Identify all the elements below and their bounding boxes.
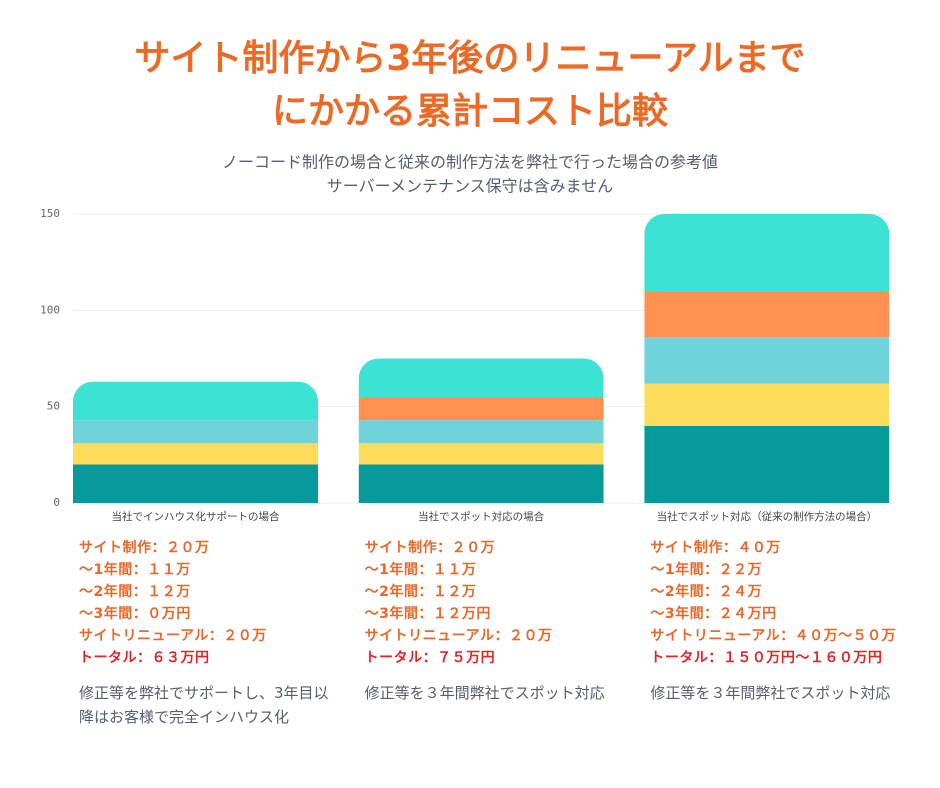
bar [358, 358, 604, 503]
cost-breakdown: サイト制作：４０万 ～1年間：２２万 ～2年間：２４万 ～3年間：２４万円サイトリニュ… [650, 537, 925, 705]
cost-breakdown: サイト制作：２０万 ～1年間：１１万 ～2年間：１２万 ～3年間：０万円サイトリニュー… [79, 537, 354, 729]
chart-subtitle: ノーコード制作の場合と従来の制作方法を弊社で行った場合の参考値 [222, 153, 718, 172]
cost-line: ～3年間：１２万円 [364, 606, 491, 622]
cost-note: 修正等を弊社でサポートし、3年目以降はお客様で完全インハウス化 [79, 684, 329, 726]
chart-title: にかかる累計コスト比較 [272, 91, 669, 132]
cost-line: サイトリニューアル：２０万 [79, 628, 267, 644]
x-tick-label: 当社でスポット対応（従来の制作方法の場合） [657, 510, 878, 523]
chart-subtitle: サーバーメンテナンス保守は含みません [327, 177, 613, 196]
bar-segment [73, 443, 318, 465]
cost-breakdown: サイト制作：２０万 ～1年間：１１万 ～2年間：１２万 ～3年間：１２万円サイトリニュ… [365, 537, 640, 705]
cost-line: サイトリニューアル：４０万～５０万 [650, 628, 897, 644]
cost-line: サイトリニューアル：２０万 [364, 628, 553, 644]
bar-segment [644, 214, 890, 292]
cost-line: ～2年間：１２万 [364, 584, 477, 600]
bar-segment [73, 464, 318, 503]
bar-segment [358, 420, 604, 444]
bar-segment [73, 420, 318, 444]
y-tick-label: 100 [40, 303, 60, 316]
bar-segment [358, 358, 604, 398]
bar [644, 214, 890, 503]
bar-segment [644, 337, 890, 384]
bar-segment [644, 291, 890, 338]
chart-title: サイト制作から3年後のリニューアルまで [134, 38, 805, 79]
x-tick-label: 当社でインハウス化サポートの場合 [112, 510, 280, 523]
cost-total: トータル：１５０万円～１６０万円 [650, 650, 883, 666]
y-tick-label: 0 [53, 496, 60, 509]
cost-total: トータル：６３万円 [79, 650, 210, 666]
cost-total: トータル：７５万円 [364, 650, 496, 666]
bar-segment [358, 397, 604, 421]
bar-segment [73, 381, 318, 421]
cost-note: 修正等を３年間弊社でスポット対応 [364, 684, 605, 702]
cost-line: ～1年間：１１万 [364, 562, 477, 578]
cost-line: ～2年間：２４万 [650, 584, 763, 600]
cost-line: ～3年間：２４万円 [650, 606, 777, 622]
bar [73, 381, 318, 503]
cost-line: ～2年間：１２万 [79, 584, 191, 600]
bar-segment [358, 464, 604, 503]
cost-line: サイト制作：２０万 [79, 540, 210, 556]
y-tick-label: 150 [40, 207, 60, 220]
cost-line: ～1年間：１１万 [79, 562, 191, 578]
y-tick-label: 50 [47, 400, 60, 413]
cost-line: ～3年間：０万円 [79, 606, 191, 622]
bar-segment [644, 383, 890, 426]
bar-segment [358, 443, 604, 465]
cost-note: 修正等を３年間弊社でスポット対応 [650, 684, 891, 702]
bar-segment [644, 425, 890, 503]
cost-line: サイト制作：２０万 [364, 540, 496, 556]
cost-line: サイト制作：４０万 [650, 540, 781, 556]
cost-line: ～1年間：２２万 [650, 562, 763, 578]
x-tick-label: 当社でスポット対応の場合 [418, 510, 544, 523]
